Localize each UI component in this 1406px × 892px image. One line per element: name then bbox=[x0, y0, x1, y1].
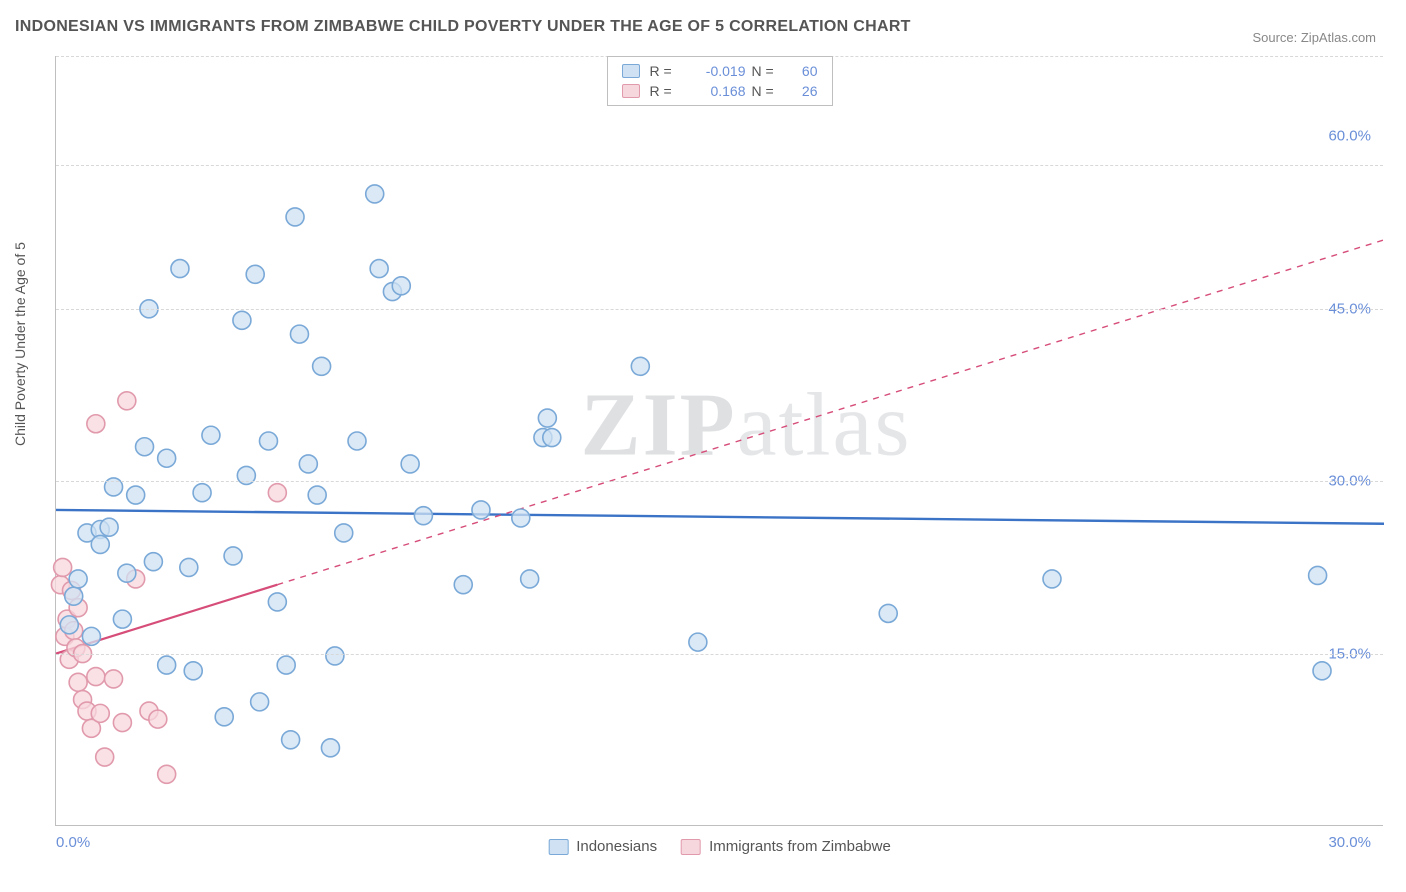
data-point bbox=[1313, 662, 1331, 680]
data-point bbox=[313, 357, 331, 375]
legend-label: Indonesians bbox=[576, 838, 657, 855]
gridline bbox=[56, 309, 1383, 310]
chart-title: INDONESIAN VS IMMIGRANTS FROM ZIMBABWE C… bbox=[15, 18, 911, 36]
y-axis-label: Child Poverty Under the Age of 5 bbox=[12, 242, 28, 446]
data-point bbox=[91, 704, 109, 722]
data-point bbox=[149, 710, 167, 728]
legend-n-label: N = bbox=[752, 83, 782, 99]
data-point bbox=[308, 486, 326, 504]
data-point bbox=[543, 429, 561, 447]
data-point bbox=[401, 455, 419, 473]
data-point bbox=[233, 311, 251, 329]
legend-swatch bbox=[681, 839, 701, 855]
data-point bbox=[118, 564, 136, 582]
legend-swatch bbox=[622, 84, 640, 98]
data-point bbox=[127, 486, 145, 504]
data-point bbox=[136, 438, 154, 456]
data-point bbox=[277, 656, 295, 674]
data-point bbox=[326, 647, 344, 665]
data-point bbox=[54, 558, 72, 576]
legend-n-value: 60 bbox=[788, 63, 818, 79]
data-point bbox=[87, 668, 105, 686]
legend-series: Indonesians Immigrants from Zimbabwe bbox=[548, 838, 891, 855]
y-tick-label: 60.0% bbox=[1328, 128, 1371, 145]
data-point bbox=[87, 415, 105, 433]
data-point bbox=[1043, 570, 1061, 588]
data-point bbox=[60, 616, 78, 634]
data-point bbox=[69, 673, 87, 691]
gridline bbox=[56, 654, 1383, 655]
data-point bbox=[82, 627, 100, 645]
data-point bbox=[113, 610, 131, 628]
data-point bbox=[202, 426, 220, 444]
data-point bbox=[259, 432, 277, 450]
plot-area: R =-0.019N =60R =0.168N =26 ZIPatlas 15.… bbox=[55, 56, 1383, 826]
gridline bbox=[56, 481, 1383, 482]
data-point bbox=[158, 765, 176, 783]
data-point bbox=[335, 524, 353, 542]
data-point bbox=[100, 518, 118, 536]
data-point bbox=[689, 633, 707, 651]
legend-label: Immigrants from Zimbabwe bbox=[709, 838, 891, 855]
legend-r-value: -0.019 bbox=[686, 63, 746, 79]
data-point bbox=[282, 731, 300, 749]
data-point bbox=[158, 656, 176, 674]
data-point bbox=[180, 558, 198, 576]
data-point bbox=[1309, 566, 1327, 584]
data-point bbox=[472, 501, 490, 519]
data-point bbox=[246, 265, 264, 283]
data-point bbox=[392, 277, 410, 295]
data-point bbox=[286, 208, 304, 226]
legend-n-value: 26 bbox=[788, 83, 818, 99]
data-point bbox=[184, 662, 202, 680]
data-point bbox=[144, 553, 162, 571]
data-point bbox=[215, 708, 233, 726]
data-point bbox=[321, 739, 339, 757]
legend-stats: R = -0.019 N = 60 R = 0.168 N = 26 bbox=[607, 56, 833, 106]
data-point bbox=[414, 507, 432, 525]
legend-item: Immigrants from Zimbabwe bbox=[681, 838, 891, 855]
data-point bbox=[251, 693, 269, 711]
data-point bbox=[370, 260, 388, 278]
data-point bbox=[118, 392, 136, 410]
data-point bbox=[512, 509, 530, 527]
data-point bbox=[538, 409, 556, 427]
legend-r-label: R = bbox=[650, 63, 680, 79]
data-point bbox=[91, 535, 109, 553]
x-tick-label: 0.0% bbox=[56, 834, 90, 851]
legend-item: Indonesians bbox=[548, 838, 657, 855]
data-point bbox=[69, 570, 87, 588]
legend-swatch bbox=[548, 839, 568, 855]
data-point bbox=[290, 325, 308, 343]
data-point bbox=[521, 570, 539, 588]
trendline-extrapolated bbox=[277, 240, 1384, 585]
legend-n-label: N = bbox=[752, 63, 782, 79]
x-tick-label: 30.0% bbox=[1328, 834, 1371, 851]
chart-canvas bbox=[56, 56, 1383, 825]
data-point bbox=[224, 547, 242, 565]
data-point bbox=[105, 670, 123, 688]
data-point bbox=[268, 593, 286, 611]
data-point bbox=[113, 714, 131, 732]
legend-swatch bbox=[622, 64, 640, 78]
data-point bbox=[879, 604, 897, 622]
gridline bbox=[56, 165, 1383, 166]
trendline bbox=[56, 510, 1384, 524]
legend-r-value: 0.168 bbox=[686, 83, 746, 99]
data-point bbox=[299, 455, 317, 473]
data-point bbox=[268, 484, 286, 502]
data-point bbox=[171, 260, 189, 278]
source-attribution: Source: ZipAtlas.com bbox=[1252, 30, 1376, 45]
data-point bbox=[193, 484, 211, 502]
data-point bbox=[454, 576, 472, 594]
data-point bbox=[366, 185, 384, 203]
data-point bbox=[348, 432, 366, 450]
data-point bbox=[158, 449, 176, 467]
legend-r-label: R = bbox=[650, 83, 680, 99]
data-point bbox=[631, 357, 649, 375]
data-point bbox=[96, 748, 114, 766]
data-point bbox=[65, 587, 83, 605]
